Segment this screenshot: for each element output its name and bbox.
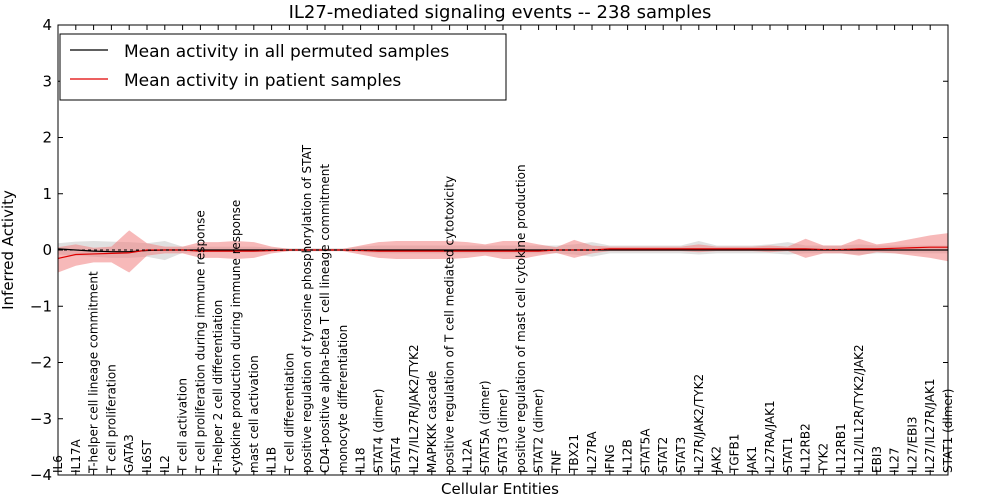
y-tick-label: 4 — [42, 16, 52, 34]
x-tick-label: IL12A — [460, 439, 474, 473]
x-tick-label: cytokine production during immune respon… — [229, 200, 243, 473]
x-tick-label: IL27R/JAK2/TYK2 — [692, 374, 706, 473]
legend-label-permuted: Mean activity in all permuted samples — [124, 42, 449, 62]
x-tick-label: CD4-positive alpha-beta T cell lineage c… — [318, 164, 332, 473]
chart-title: IL27-mediated signaling events -- 238 sa… — [289, 2, 712, 23]
x-tick-label: EBI3 — [870, 446, 884, 473]
x-tick-label: IL27RA/JAK1 — [763, 400, 777, 473]
legend: Mean activity in all permuted samples Me… — [59, 33, 507, 101]
x-tick-label: IL27/IL27R/JAK2/TYK2 — [407, 344, 421, 473]
y-tick-label: −2 — [30, 354, 52, 372]
x-tick-label: STAT4 — [389, 437, 403, 473]
x-tick-label: IL17A — [69, 439, 83, 473]
y-tick-label: 2 — [42, 129, 52, 147]
x-tick-label: T-helper 2 cell differentiation — [211, 300, 225, 474]
x-tick-label: STAT5A — [638, 428, 652, 473]
x-tick-label: JAK2 — [710, 446, 724, 474]
y-tick-label: −4 — [30, 466, 52, 484]
x-tick-label: STAT3 (dimer) — [496, 389, 510, 473]
x-tick-label: IL12B — [621, 439, 635, 473]
line-patient — [57, 246, 948, 260]
x-tick-label: STAT2 — [656, 437, 670, 473]
x-tick-label: GATA3 — [122, 434, 136, 473]
x-tick-label: MAPKKK cascade — [425, 371, 439, 473]
x-tick-label: monocyte differentiation — [336, 325, 350, 473]
x-tick-label: IL6ST — [140, 440, 154, 473]
x-tick-label: IL27/IL27R/JAK1 — [923, 379, 937, 473]
y-axis-label: Inferred Activity — [0, 190, 17, 310]
x-tick-label: IL27 — [888, 448, 902, 474]
x-tick-label: STAT4 (dimer) — [371, 389, 385, 473]
y-tick-label: −3 — [30, 410, 52, 428]
y-tick-label: 3 — [42, 72, 52, 90]
x-tick-label: TBX21 — [567, 434, 581, 474]
x-tick-label: STAT5A (dimer) — [478, 380, 492, 473]
x-tick-label: T cell activation — [176, 378, 190, 474]
x-tick-label: IL12/IL12R/TYK2/JAK2 — [852, 344, 866, 473]
x-tick-label: IL6 — [51, 455, 65, 473]
x-tick-label: IL27RA — [585, 431, 599, 473]
x-axis-label: Cellular Entities — [441, 480, 559, 498]
legend-box — [59, 33, 507, 101]
y-tick-label: 1 — [42, 185, 52, 203]
x-tick-label: STAT3 — [674, 437, 688, 473]
x-tick-label: TYK2 — [816, 443, 830, 474]
y-tick-label: 0 — [42, 241, 52, 259]
x-tick-label: mast cell activation — [247, 355, 261, 473]
x-tick-label: positive regulation of tyrosine phosphor… — [300, 144, 314, 473]
x-tick-label: IL18 — [354, 448, 368, 474]
x-tick-label: TGFB1 — [727, 434, 741, 474]
x-tick-label: JAK1 — [745, 446, 759, 474]
x-axis-ticks: IL6 IL17A T-helper cell lineage commitment… — [51, 25, 955, 475]
x-tick-label: IL1B — [265, 447, 279, 473]
y-axis-ticks: 4 3 2 1 0 −1 −2 −3 −4 — [30, 16, 948, 484]
x-tick-label: T cell differentiation — [282, 353, 296, 474]
x-tick-label: IL27/EBI3 — [905, 416, 919, 473]
x-tick-label: STAT2 (dimer) — [532, 389, 546, 473]
x-tick-label: IL2 — [158, 455, 172, 473]
x-tick-label: T cell proliferation — [104, 364, 118, 474]
legend-label-patient: Mean activity in patient samples — [124, 71, 401, 91]
x-tick-label: positive regulation of T cell mediated c… — [443, 176, 457, 473]
y-tick-label: −1 — [30, 297, 52, 315]
x-tick-label: IL12RB2 — [799, 423, 813, 473]
x-tick-label: positive regulation of mast cell cytokin… — [514, 164, 528, 473]
x-tick-label: IFNG — [603, 444, 617, 473]
x-tick-label: T-helper cell lineage commitment — [87, 271, 101, 474]
x-tick-label: T cell proliferation during immune respo… — [193, 210, 207, 474]
x-tick-label: STAT1 (dimer) — [941, 389, 955, 473]
x-tick-label: STAT1 — [781, 437, 795, 473]
x-tick-label: TNF — [549, 450, 563, 474]
x-tick-label: IL12RB1 — [834, 423, 848, 473]
